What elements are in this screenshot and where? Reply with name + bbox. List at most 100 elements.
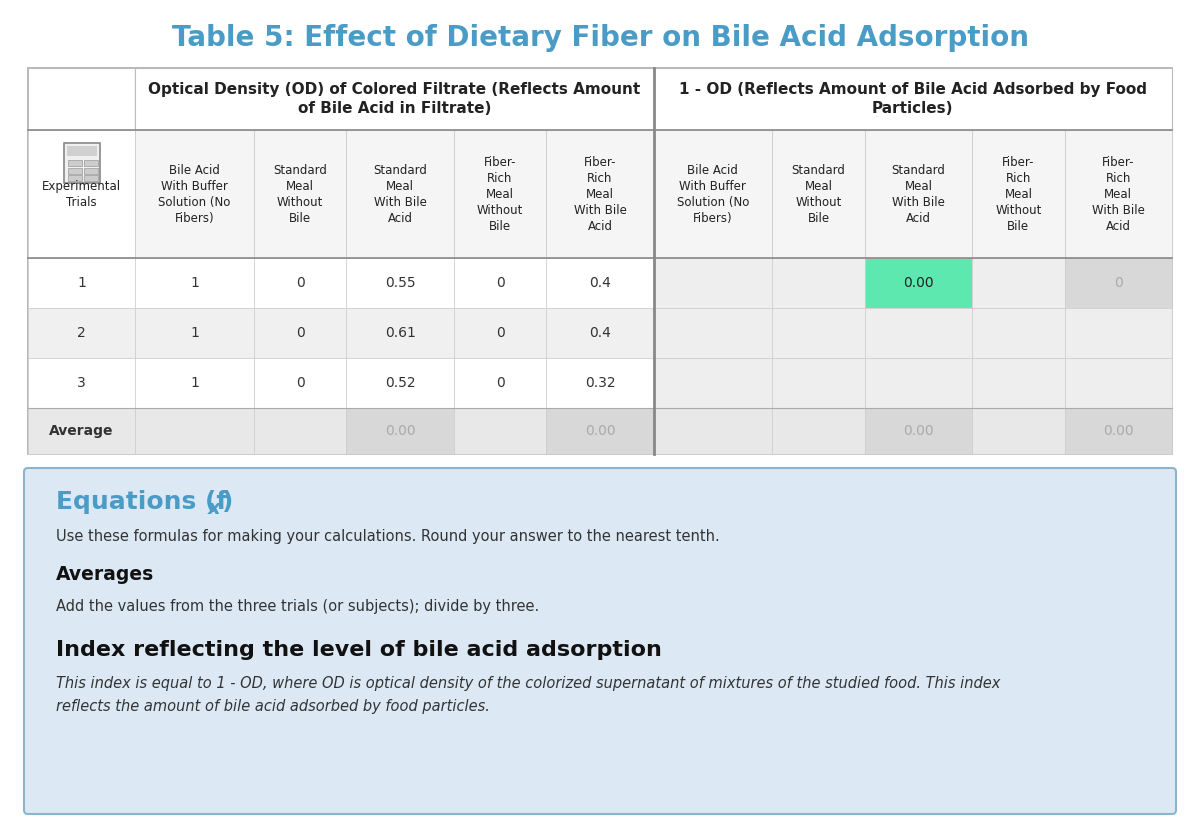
Text: 0.4: 0.4 (589, 326, 611, 340)
Text: ): ) (222, 490, 233, 514)
Bar (654, 130, 773, 258)
Text: 0.52: 0.52 (385, 376, 415, 390)
Bar (546, 258, 654, 308)
Text: Average: Average (49, 424, 114, 438)
Bar (546, 358, 654, 408)
Bar (28, 308, 136, 358)
Text: Standard
Meal
With Bile
Acid: Standard Meal With Bile Acid (892, 163, 946, 224)
Bar (28, 130, 136, 258)
Text: Standard
Meal
Without
Bile: Standard Meal Without Bile (274, 163, 328, 224)
Bar (1064, 308, 1172, 358)
Bar (654, 358, 773, 408)
Bar (64, 143, 100, 183)
Text: Table 5: Effect of Dietary Fiber on Bile Acid Adsorption: Table 5: Effect of Dietary Fiber on Bile… (172, 24, 1028, 52)
Bar (67, 167, 82, 174)
Bar (773, 308, 865, 358)
Text: 0: 0 (496, 276, 504, 290)
Bar (546, 308, 654, 358)
Bar (865, 408, 972, 454)
Text: 0.55: 0.55 (385, 276, 415, 290)
Bar (454, 130, 546, 258)
Bar (347, 258, 454, 308)
Bar (347, 358, 454, 408)
Text: 0.00: 0.00 (904, 276, 934, 290)
Text: Bile Acid
With Buffer
Solution (No
Fibers): Bile Acid With Buffer Solution (No Fiber… (677, 163, 749, 224)
Bar (254, 358, 347, 408)
Bar (454, 358, 546, 408)
Text: Optical Density (OD) of Colored Filtrate (Reflects Amount
of Bile Acid in Filtra: Optical Density (OD) of Colored Filtrate… (149, 82, 641, 116)
Text: Standard
Meal
Without
Bile: Standard Meal Without Bile (792, 163, 846, 224)
Bar (347, 308, 454, 358)
Text: 1: 1 (190, 276, 199, 290)
Text: 0: 0 (295, 376, 305, 390)
Text: 0.32: 0.32 (584, 376, 616, 390)
Bar (28, 68, 136, 258)
Bar (773, 258, 865, 308)
Bar (67, 175, 82, 181)
Text: 1: 1 (77, 276, 86, 290)
Bar (546, 130, 654, 258)
Bar (654, 68, 1172, 130)
Bar (454, 408, 546, 454)
Bar (67, 146, 97, 156)
Bar (136, 408, 254, 454)
Text: 0: 0 (496, 326, 504, 340)
Text: 3: 3 (77, 376, 86, 390)
Bar (773, 408, 865, 454)
Bar (347, 130, 454, 258)
Bar (67, 160, 82, 166)
Bar (1064, 258, 1172, 308)
Bar (136, 130, 254, 258)
Bar (84, 167, 97, 174)
Bar (773, 358, 865, 408)
Bar (136, 68, 654, 130)
Text: 0: 0 (496, 376, 504, 390)
Text: 1: 1 (190, 376, 199, 390)
Text: 0.61: 0.61 (385, 326, 415, 340)
Bar (654, 408, 773, 454)
Text: 0: 0 (295, 276, 305, 290)
Bar (1064, 130, 1172, 258)
Bar (1064, 358, 1172, 408)
Bar (84, 160, 97, 166)
Text: Fiber-
Rich
Meal
With Bile
Acid: Fiber- Rich Meal With Bile Acid (574, 156, 626, 232)
Bar (454, 258, 546, 308)
Text: Use these formulas for making your calculations. Round your answer to the neares: Use these formulas for making your calcu… (56, 528, 720, 544)
Bar (865, 258, 972, 308)
Bar (865, 130, 972, 258)
Text: Averages: Averages (56, 564, 155, 583)
Text: 0.00: 0.00 (385, 424, 415, 438)
Text: x: x (208, 499, 221, 518)
Text: 0.4: 0.4 (589, 276, 611, 290)
Bar (972, 258, 1064, 308)
Text: Standard
Meal
With Bile
Acid: Standard Meal With Bile Acid (373, 163, 427, 224)
Text: 0: 0 (1114, 276, 1123, 290)
Bar (654, 258, 773, 308)
Bar (1064, 408, 1172, 454)
Bar (28, 408, 136, 454)
Bar (28, 358, 136, 408)
Text: Fiber-
Rich
Meal
With Bile
Acid: Fiber- Rich Meal With Bile Acid (1092, 156, 1145, 232)
Bar (865, 308, 972, 358)
Bar (254, 258, 347, 308)
Bar (972, 130, 1064, 258)
Bar (347, 408, 454, 454)
FancyBboxPatch shape (24, 468, 1176, 814)
Text: 0: 0 (295, 326, 305, 340)
Text: 1 - OD (Reflects Amount of Bile Acid Adsorbed by Food
Particles): 1 - OD (Reflects Amount of Bile Acid Ads… (679, 82, 1147, 116)
Text: Index reflecting the level of bile acid adsorption: Index reflecting the level of bile acid … (56, 640, 662, 660)
Text: 0.00: 0.00 (1103, 424, 1134, 438)
Text: Add the values from the three trials (or subjects); divide by three.: Add the values from the three trials (or… (56, 598, 539, 614)
Bar (254, 130, 347, 258)
Text: Fiber-
Rich
Meal
Without
Bile: Fiber- Rich Meal Without Bile (476, 156, 523, 232)
Bar (254, 408, 347, 454)
Text: 0.00: 0.00 (584, 424, 616, 438)
Bar (136, 358, 254, 408)
Bar (654, 308, 773, 358)
Bar (454, 308, 546, 358)
Text: Equations (f: Equations (f (56, 490, 227, 514)
Bar (972, 308, 1064, 358)
Bar (136, 258, 254, 308)
Text: Fiber-
Rich
Meal
Without
Bile: Fiber- Rich Meal Without Bile (995, 156, 1042, 232)
Bar (972, 358, 1064, 408)
